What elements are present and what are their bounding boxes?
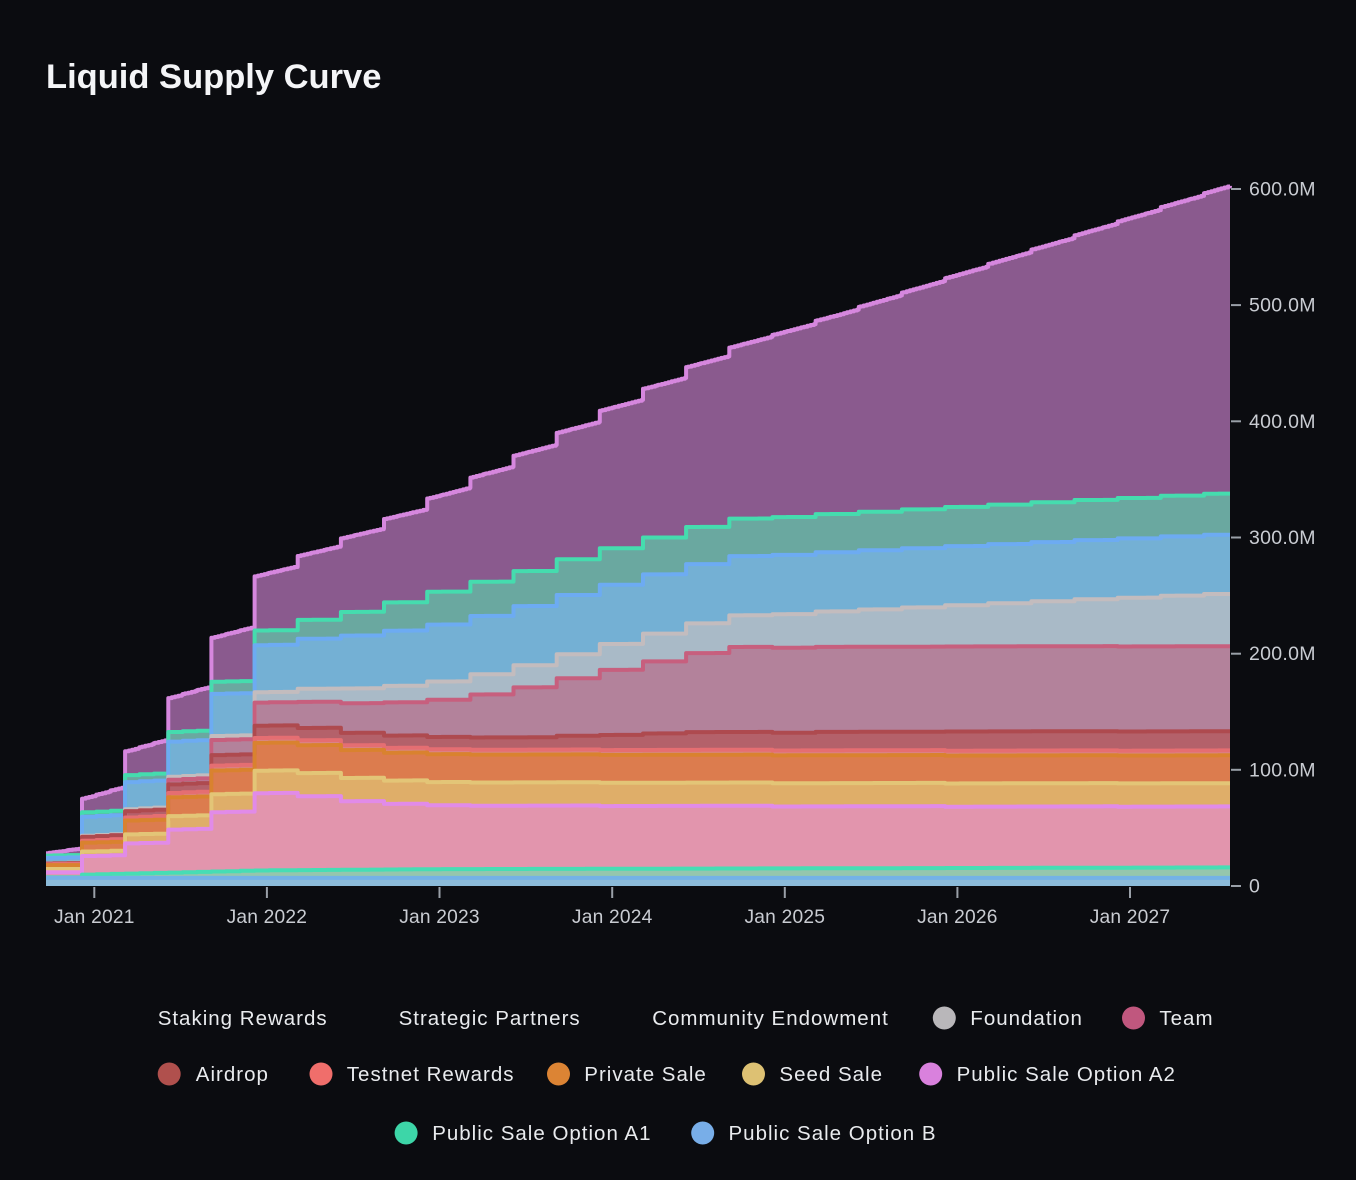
svg-text:Jan 2027: Jan 2027: [1090, 907, 1171, 928]
svg-text:Jan 2022: Jan 2022: [227, 907, 308, 928]
svg-text:Liquid Supply Curve: Liquid Supply Curve: [46, 58, 381, 96]
svg-text:Jan 2025: Jan 2025: [745, 907, 826, 928]
svg-text:Jan 2026: Jan 2026: [917, 907, 998, 928]
svg-text:300.0M: 300.0M: [1249, 527, 1316, 549]
svg-text:Staking Rewards: Staking Rewards: [158, 1007, 328, 1030]
svg-text:200.0M: 200.0M: [1249, 643, 1316, 665]
svg-text:Jan 2021: Jan 2021: [54, 907, 135, 928]
svg-text:Public Sale Option A2: Public Sale Option A2: [957, 1063, 1176, 1086]
svg-text:Jan 2023: Jan 2023: [399, 907, 480, 928]
svg-text:0: 0: [1249, 876, 1260, 898]
svg-text:Strategic Partners: Strategic Partners: [399, 1007, 581, 1030]
svg-text:Team: Team: [1159, 1007, 1213, 1030]
svg-text:Public Sale Option B: Public Sale Option B: [729, 1122, 937, 1145]
svg-text:Public Sale Option A1: Public Sale Option A1: [432, 1122, 651, 1145]
svg-text:500.0M: 500.0M: [1249, 295, 1316, 317]
svg-text:Airdrop: Airdrop: [196, 1063, 269, 1086]
svg-text:400.0M: 400.0M: [1249, 411, 1316, 433]
svg-text:Foundation: Foundation: [970, 1007, 1083, 1030]
svg-text:Jan 2024: Jan 2024: [572, 907, 653, 928]
svg-text:Seed Sale: Seed Sale: [779, 1063, 883, 1086]
svg-text:Community Endowment: Community Endowment: [652, 1007, 889, 1030]
svg-text:Testnet Rewards: Testnet Rewards: [347, 1063, 515, 1086]
svg-text:Private Sale: Private Sale: [584, 1063, 707, 1086]
svg-text:100.0M: 100.0M: [1249, 759, 1316, 781]
svg-text:600.0M: 600.0M: [1249, 179, 1316, 201]
